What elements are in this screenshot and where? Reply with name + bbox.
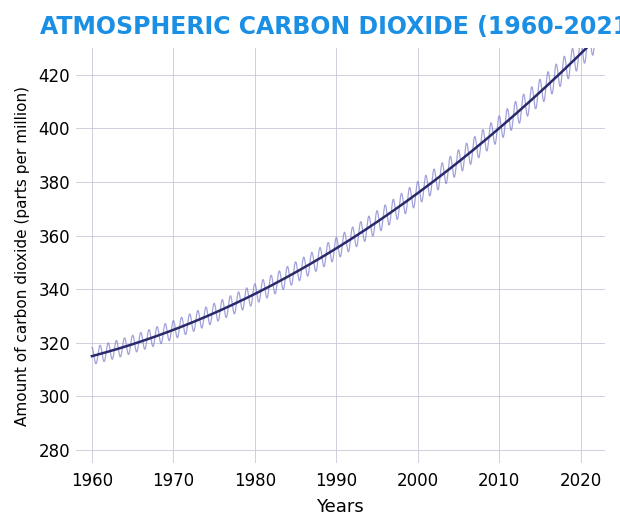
X-axis label: Years: Years <box>316 498 364 516</box>
Title: ATMOSPHERIC CARBON DIOXIDE (1960-2021): ATMOSPHERIC CARBON DIOXIDE (1960-2021) <box>40 15 620 39</box>
Y-axis label: Amount of carbon dioxide (parts per million): Amount of carbon dioxide (parts per mill… <box>15 85 30 426</box>
